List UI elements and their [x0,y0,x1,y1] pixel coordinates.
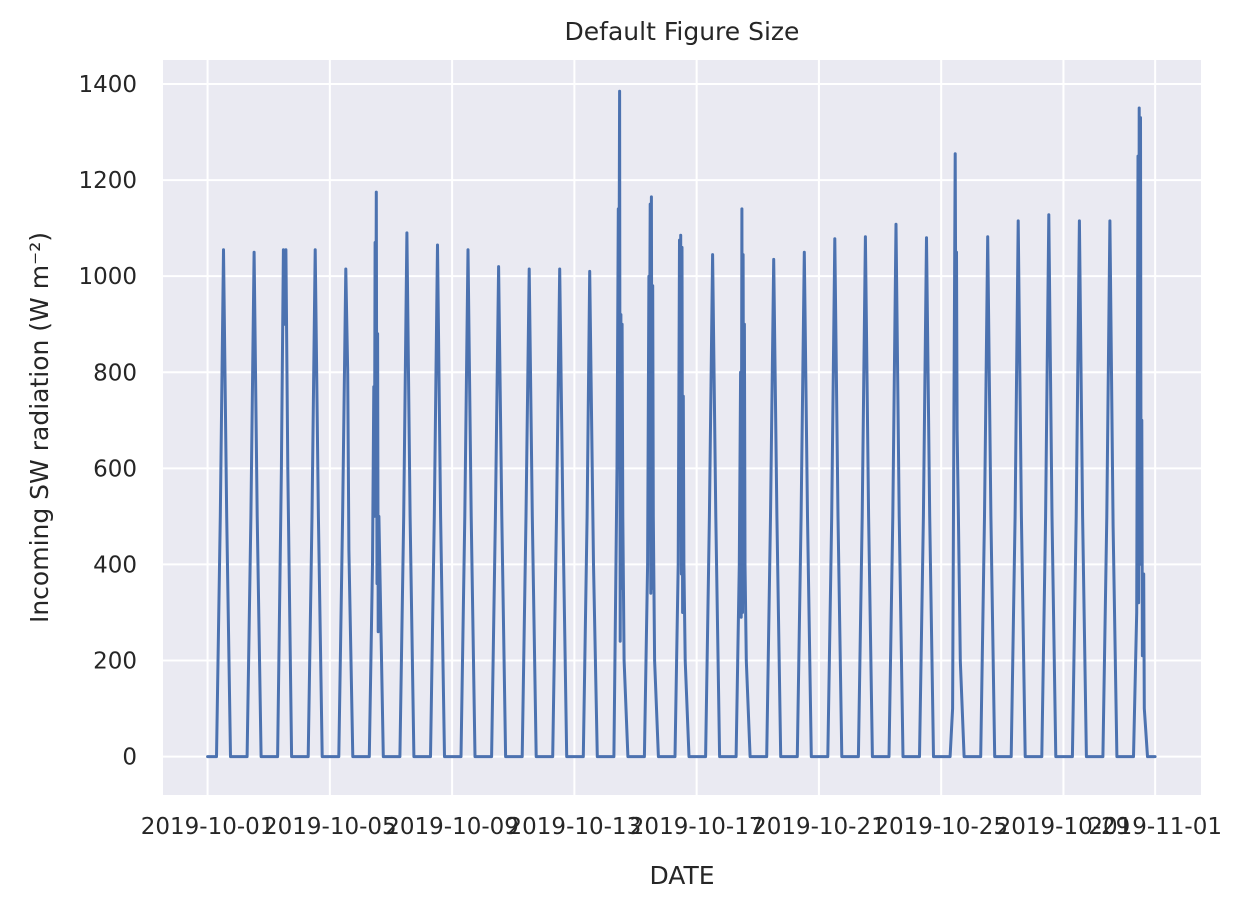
y-tick-label: 800 [93,360,137,386]
x-tick-label: 2019-10-29 [997,814,1131,840]
y-tick-label: 1400 [78,72,137,98]
series-layer [206,89,1157,759]
chart-title: Default Figure Size [565,17,800,46]
y-tick-label: 1000 [78,264,137,290]
x-tick-label: 2019-10-05 [263,814,397,840]
x-tick-label: 2019-10-17 [630,814,764,840]
y-tick-label: 400 [93,552,137,578]
y-tick-label: 1200 [78,168,137,194]
x-tick-label: 2019-10-21 [752,814,886,840]
x-axis-label: DATE [649,861,714,890]
x-tick-label: 2019-10-01 [141,814,275,840]
y-tick-label: 200 [93,648,137,674]
tick-labels: 02004006008001000120014002019-10-012019-… [78,72,1222,840]
x-tick-label: 2019-10-25 [874,814,1008,840]
series-line [206,89,1157,759]
y-axis-label: Incoming SW radiation (W m⁻²) [25,232,54,623]
y-tick-label: 600 [93,456,137,482]
x-tick-label: 2019-10-09 [385,814,519,840]
y-tick-label: 0 [122,745,137,771]
x-tick-label: 2019-11-01 [1088,814,1222,840]
x-tick-label: 2019-10-13 [508,814,642,840]
